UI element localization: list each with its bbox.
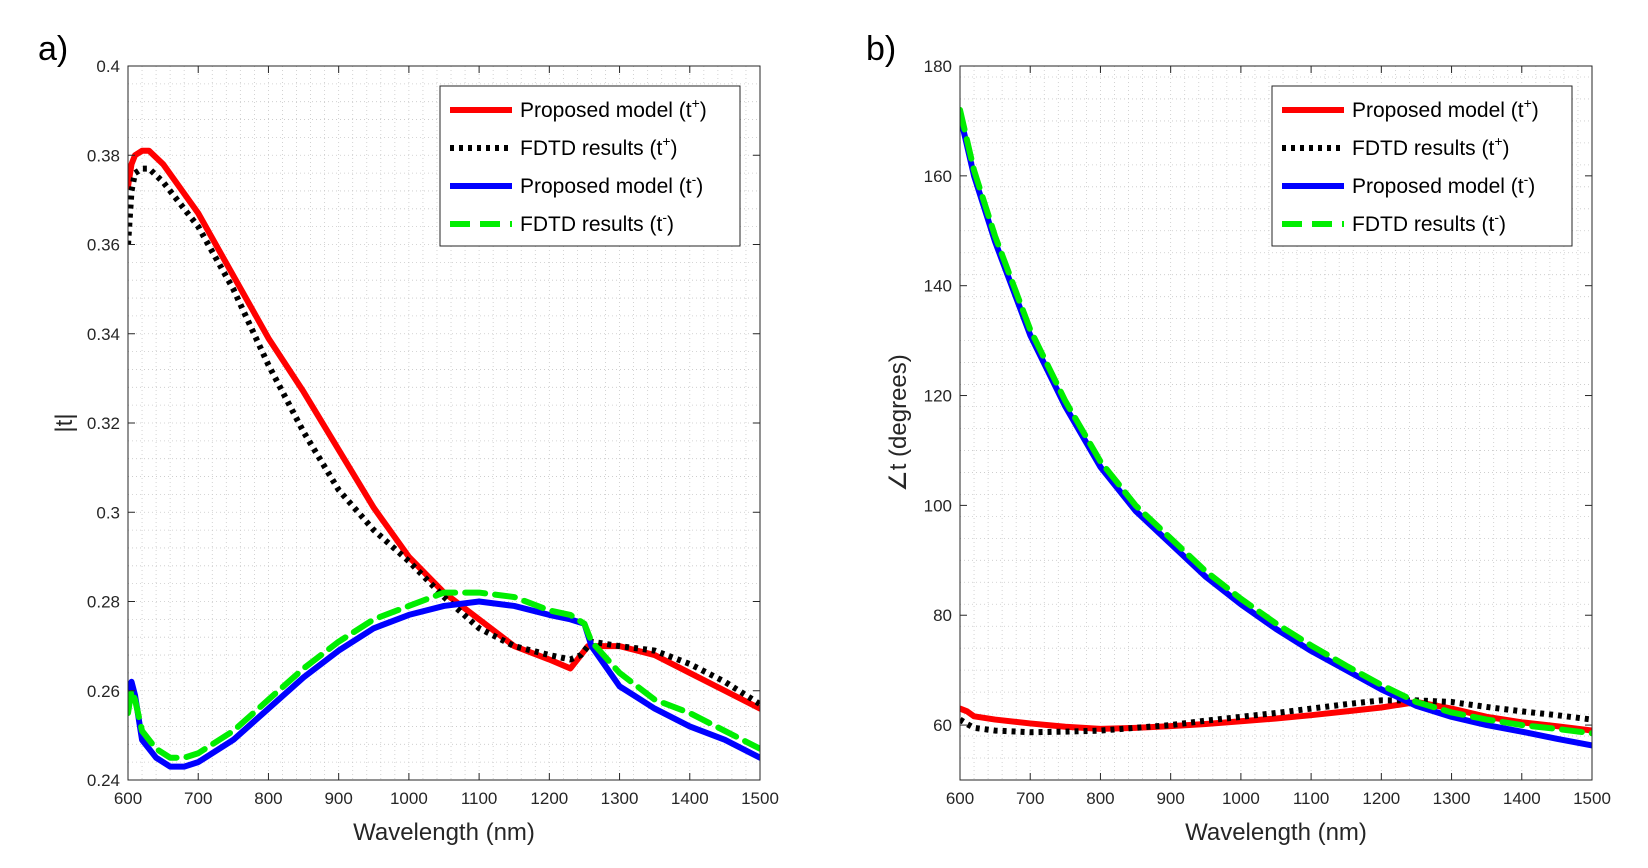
y-axis-label: |t|: [51, 413, 78, 432]
x-axis-label: Wavelength (nm): [353, 819, 535, 846]
series-line-3: [960, 106, 1592, 737]
y-tick-label: 0.32: [87, 414, 120, 433]
y-tick-label: 180: [924, 57, 952, 76]
x-tick-label: 1500: [1573, 789, 1611, 808]
panel-b: 600 700 800 900 1000 1100 1200 1300 1400 1500 60 80…: [866, 30, 1611, 846]
x-tick-label: 900: [1156, 789, 1184, 808]
y-tick-label: 0.4: [96, 57, 120, 76]
x-tick-label: 700: [1016, 789, 1044, 808]
x-tick-label: 1400: [1503, 789, 1541, 808]
panel-label: b): [866, 30, 896, 68]
legend-label-3: FDTD results (t-): [1352, 209, 1506, 236]
y-tick-label: 0.3: [96, 503, 120, 522]
y-tick-label: 160: [924, 167, 952, 186]
x-tick-label: 1200: [530, 789, 568, 808]
y-tick-label: 0.28: [87, 593, 120, 612]
x-tick-label: 1000: [390, 789, 428, 808]
y-axis-label: ∠t (degrees): [885, 354, 912, 492]
x-tick-label: 700: [184, 789, 212, 808]
legend-label-0: Proposed model (t+): [1352, 95, 1539, 122]
y-tick-label: 60: [933, 716, 952, 735]
x-axis-label: Wavelength (nm): [1185, 819, 1367, 846]
y-tick-label: 0.38: [87, 146, 120, 165]
legend: Proposed model (t+) FDTD results (t+) Prop…: [1271, 85, 1573, 247]
x-tick-label: 1000: [1222, 789, 1260, 808]
legend-label-1: FDTD results (t+): [1352, 133, 1510, 160]
series-line-2: [128, 598, 760, 770]
legend-label-2: Proposed model (t-): [520, 171, 703, 198]
y-tick-label: 0.24: [87, 771, 120, 790]
x-tick-label: 900: [324, 789, 352, 808]
panel-a: 600 700 800 900 1000 1100 1200 1300 1400 1500 0.24…: [38, 30, 779, 846]
series-line-1: [128, 165, 760, 707]
legend-label-1: FDTD results (t+): [520, 133, 678, 160]
x-tick-label: 600: [114, 789, 142, 808]
y-tick-label: 120: [924, 387, 952, 406]
series-group: [960, 106, 1592, 749]
axes-box: [959, 65, 1593, 781]
y-tick-label: 100: [924, 496, 952, 515]
x-tick-label: 1300: [601, 789, 639, 808]
x-tick-label: 1400: [671, 789, 709, 808]
x-tick-label: 1200: [1362, 789, 1400, 808]
y-tick-label: 0.26: [87, 682, 120, 701]
series-group: [128, 147, 760, 770]
x-tick-label: 1100: [1293, 789, 1330, 808]
y-tick-label: 140: [924, 277, 952, 296]
series-line-0: [960, 699, 1592, 734]
y-tick-label: 0.34: [87, 325, 120, 344]
legend: Proposed model (t+) FDTD results (t+) Prop…: [439, 85, 741, 247]
legend-label-2: Proposed model (t-): [1352, 171, 1535, 198]
x-tick-label: 800: [254, 789, 282, 808]
panel-label: a): [38, 30, 68, 68]
x-tick-label: 1100: [461, 789, 498, 808]
legend-label-3: FDTD results (t-): [520, 209, 674, 236]
y-tick-label: 0.36: [87, 236, 120, 255]
y-tick-label: 80: [933, 606, 952, 625]
legend-label-0: Proposed model (t+): [520, 95, 707, 122]
x-tick-label: 600: [946, 789, 974, 808]
x-tick-label: 1300: [1433, 789, 1471, 808]
series-line-3: [128, 589, 760, 761]
x-tick-label: 1500: [741, 789, 779, 808]
x-tick-label: 800: [1086, 789, 1114, 808]
